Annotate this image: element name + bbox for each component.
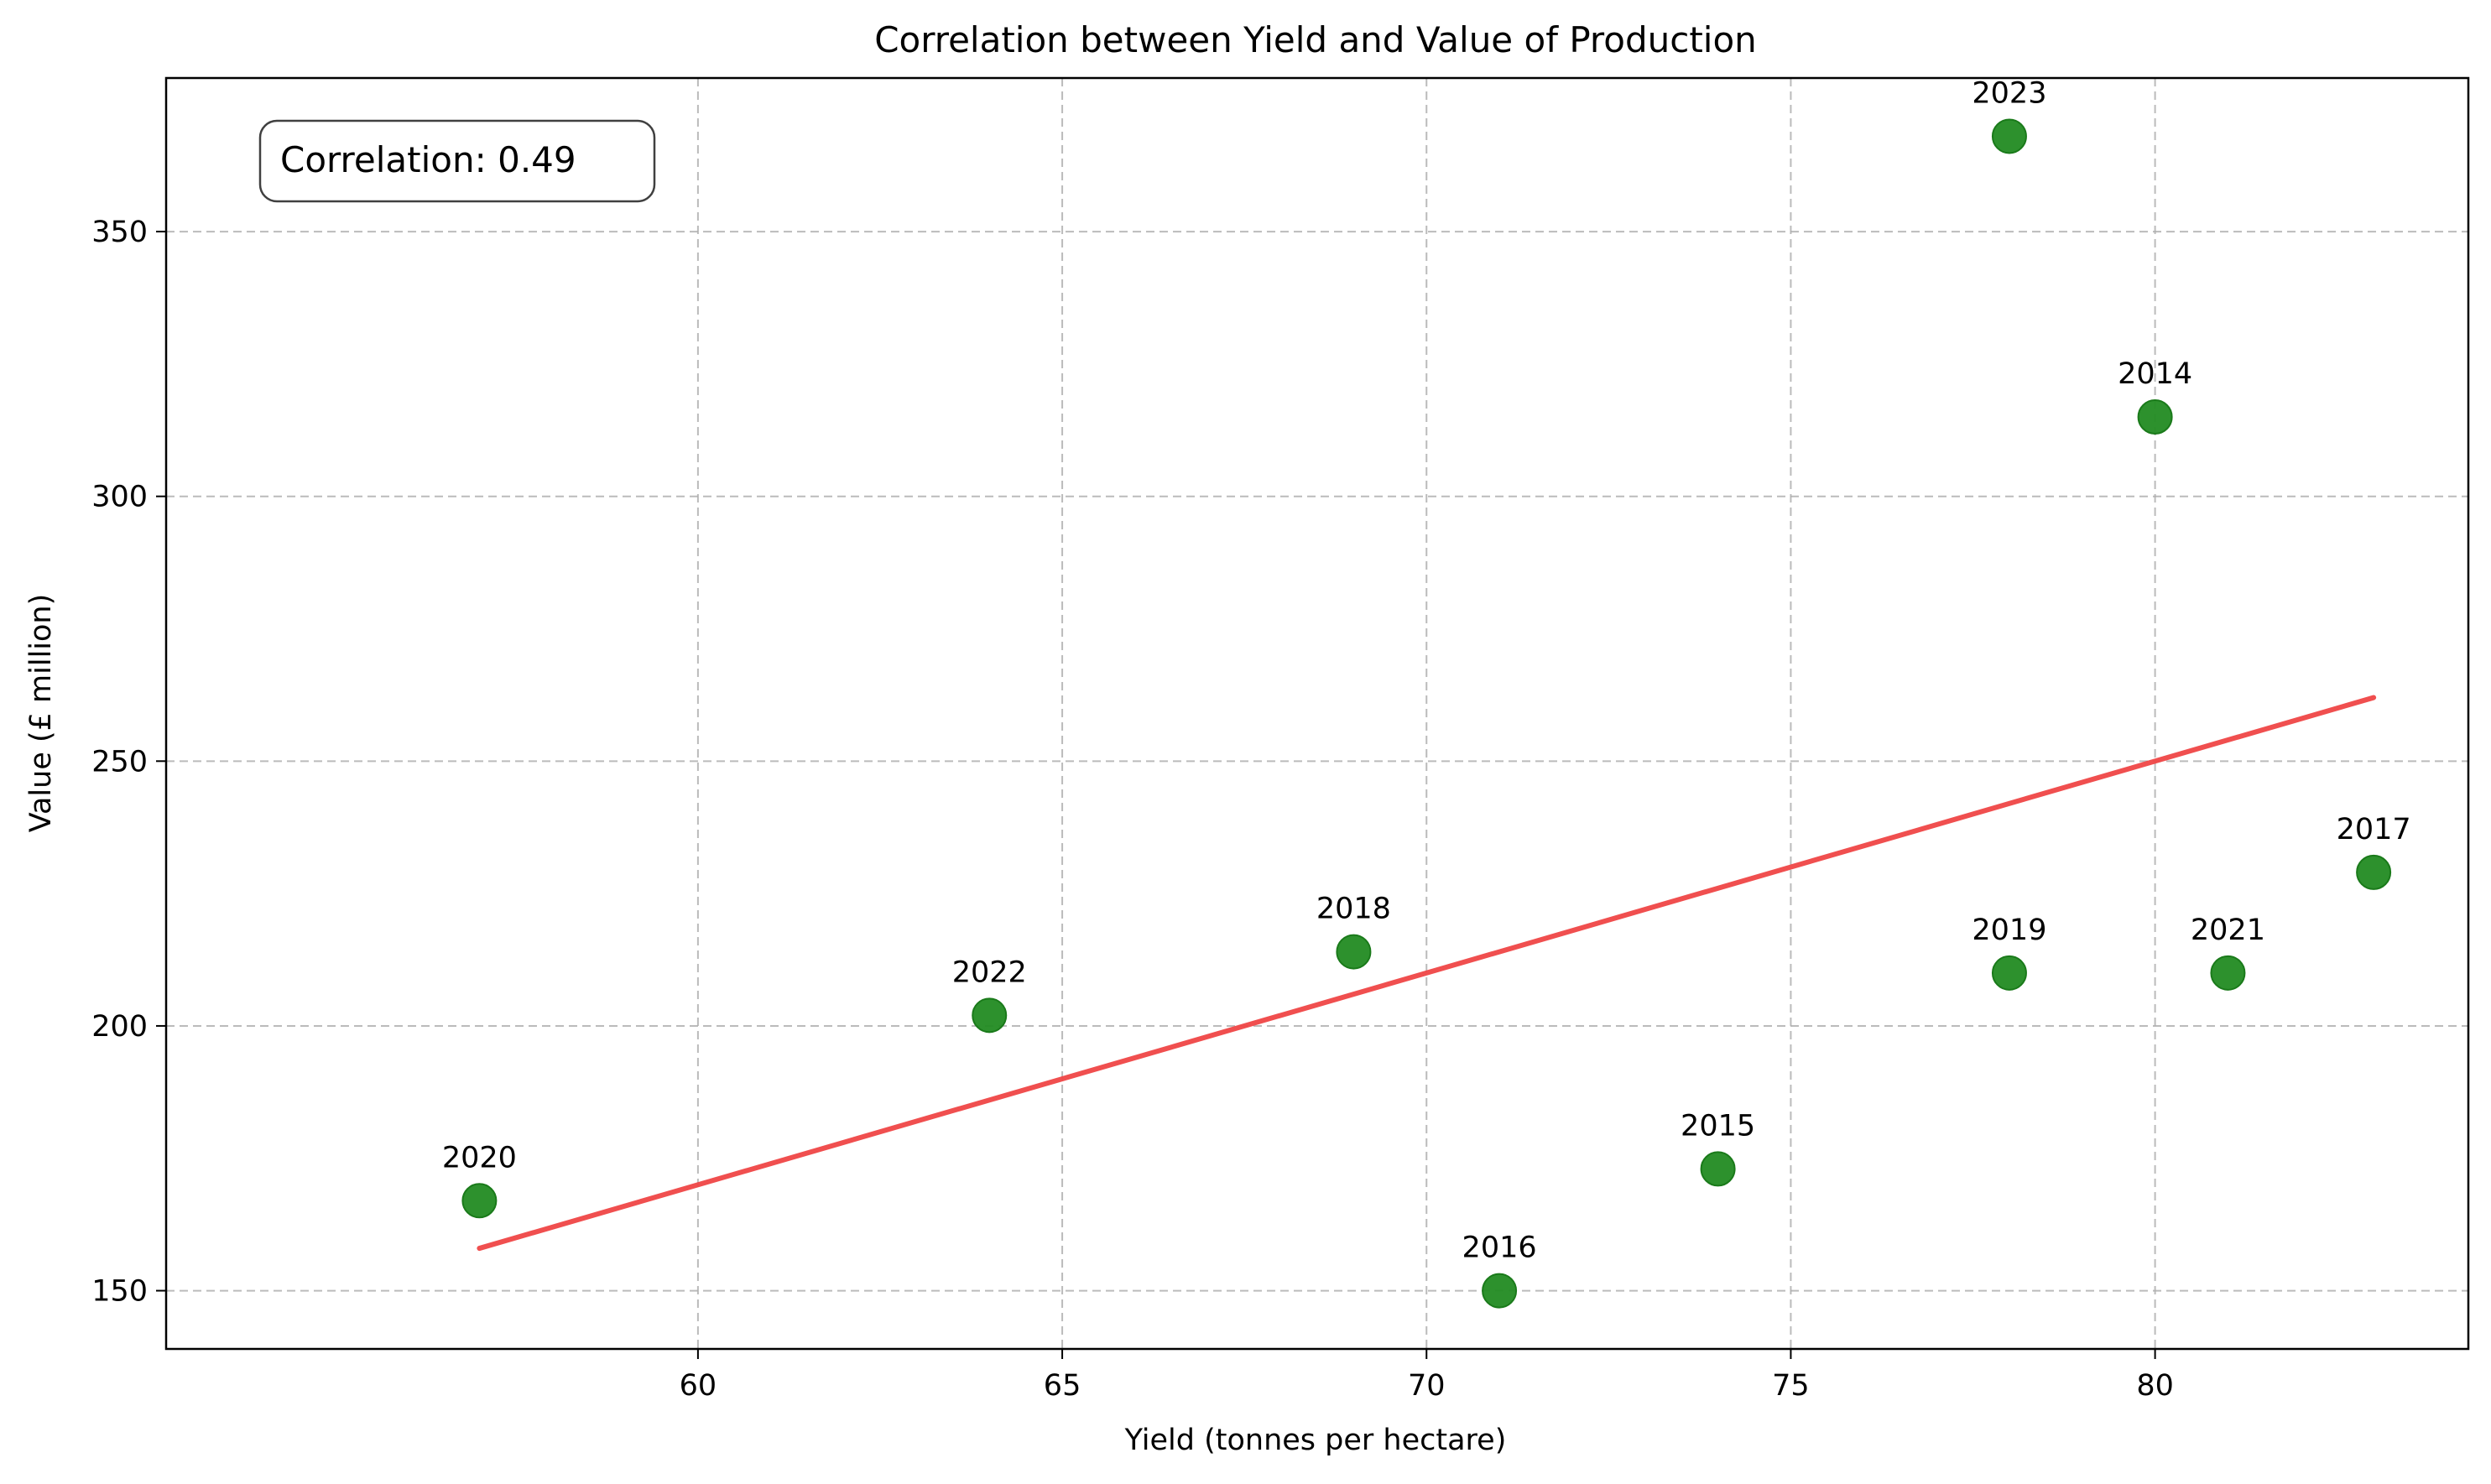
y-tick-label: 250 (91, 745, 148, 778)
data-point (2356, 854, 2392, 890)
point-labels-group: 2014 2015 2016 2017 2018 2019 2020 2021 2022 2023 (442, 76, 2411, 1264)
data-point (461, 1183, 498, 1219)
y-tick-label: 200 (91, 1010, 148, 1044)
data-point (1700, 1151, 1736, 1187)
trendline (477, 695, 2377, 1252)
trendline-group (477, 695, 2377, 1252)
x-axis-label: Yield (tonnes per hectare) (1124, 1424, 1507, 1457)
point-label: 2017 (2337, 813, 2411, 846)
y-tick-label: 150 (91, 1275, 148, 1309)
data-point (1482, 1273, 1518, 1309)
data-point (972, 997, 1008, 1034)
point-label: 2021 (2191, 914, 2265, 947)
x-tick-label: 70 (1408, 1369, 1446, 1403)
point-label: 2016 (1462, 1231, 1537, 1265)
data-point (1991, 118, 2027, 154)
point-label: 2015 (1681, 1109, 1755, 1143)
point-label: 2018 (1316, 893, 1391, 926)
x-tick-label: 75 (1772, 1369, 1810, 1403)
x-tick-label: 65 (1044, 1369, 1081, 1403)
grid (166, 78, 2468, 1349)
ticks-group: 60 65 70 75 80 150 200 250 300 350 (91, 216, 2174, 1403)
y-axis-label: Value (£ million) (24, 594, 58, 833)
x-tick-label: 60 (680, 1369, 717, 1403)
y-tick-label: 300 (91, 481, 148, 514)
data-point (1991, 955, 2027, 991)
plot-frame (164, 76, 2470, 1351)
correlation-box (258, 119, 656, 203)
x-tick-label: 80 (2136, 1369, 2174, 1403)
point-label: 2022 (952, 955, 1027, 989)
chart-title: Correlation between Yield and Value of P… (874, 19, 1757, 60)
correlation-text: Correlation: 0.49 (280, 139, 576, 180)
data-point (2137, 399, 2173, 435)
point-label: 2019 (1972, 914, 2046, 947)
correlation-annotation: Correlation: 0.49 (258, 119, 656, 203)
data-point (1336, 934, 1372, 970)
point-label: 2014 (2118, 357, 2192, 391)
point-label: 2020 (442, 1141, 517, 1174)
data-point (2210, 955, 2246, 991)
point-label: 2023 (1972, 76, 2046, 110)
points-group (461, 118, 2392, 1309)
y-tick-label: 350 (91, 216, 148, 249)
